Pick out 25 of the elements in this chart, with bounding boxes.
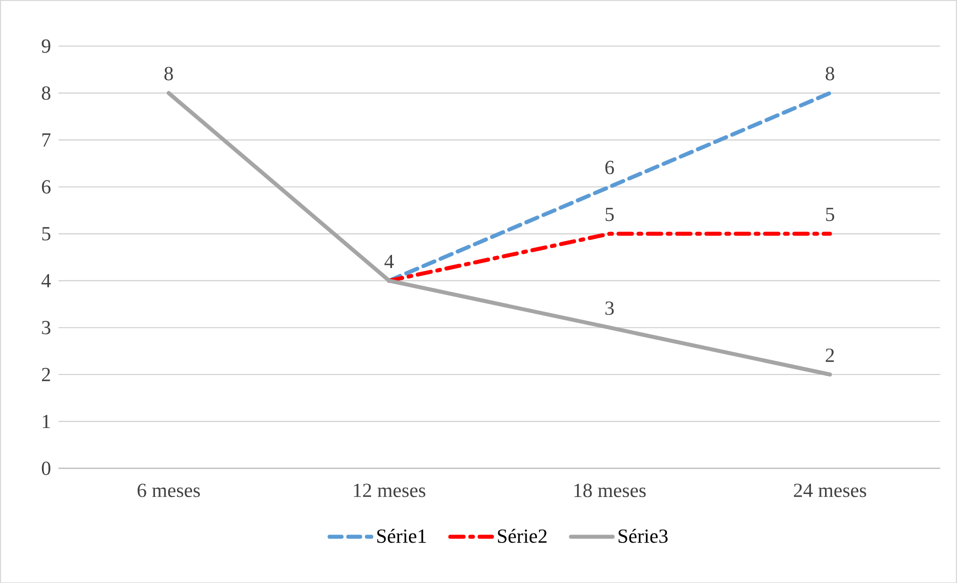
y-tick-label: 0 (42, 461, 50, 475)
y-tick-label: 1 (42, 414, 50, 428)
y-tick-label: 3 (42, 320, 50, 334)
x-tick-label: 12 meses (354, 484, 426, 497)
legend-label: Série1 (377, 528, 426, 543)
y-tick-label: 4 (42, 274, 51, 288)
data-label: 5 (606, 208, 614, 221)
x-tick-label: 24 meses (794, 484, 866, 497)
y-tick-label: 7 (42, 133, 51, 146)
y-tick-label: 9 (42, 39, 50, 53)
data-label: 6 (605, 160, 614, 174)
y-tick-label: 6 (42, 180, 51, 194)
data-label: 5 (826, 208, 834, 221)
y-tick-label: 2 (42, 368, 50, 381)
data-label: 8 (826, 66, 834, 80)
y-tick-label: 5 (42, 226, 50, 240)
x-tick-label: 6 meses (138, 484, 200, 497)
legend-label: Série3 (618, 528, 668, 543)
y-tick-label: 8 (42, 86, 50, 100)
data-label: 2 (826, 348, 834, 362)
x-tick-label: 18 meses (574, 483, 646, 497)
data-label: 8 (164, 66, 173, 80)
data-label: 3 (605, 301, 614, 315)
data-label: 4 (384, 254, 394, 268)
legend-label: Série2 (498, 528, 547, 543)
